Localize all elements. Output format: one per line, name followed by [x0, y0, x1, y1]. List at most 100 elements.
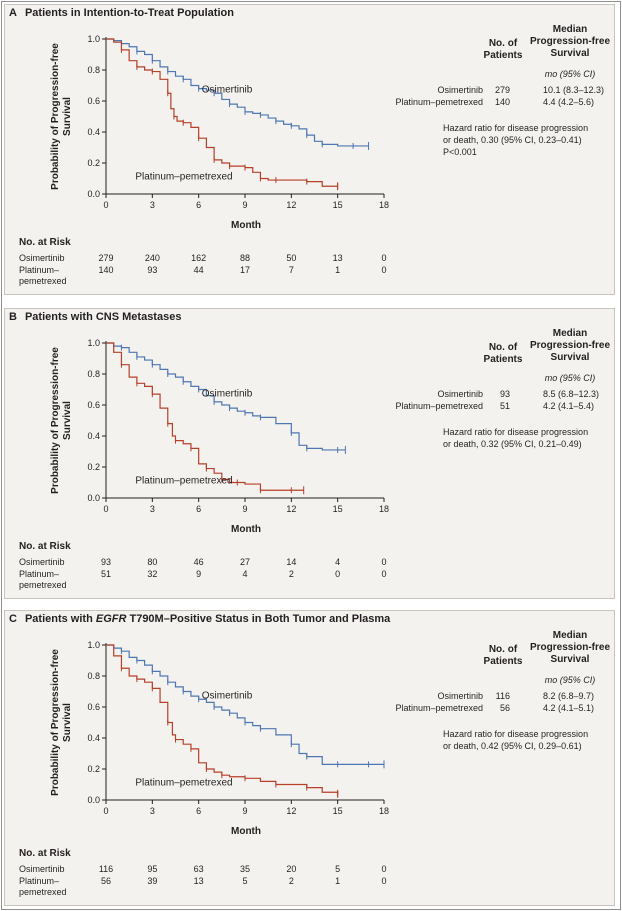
at-risk-value-platinum: 0 — [381, 569, 387, 579]
at-risk-label-platinum: Platinum–pemetrexed — [19, 569, 67, 590]
table-name-osimertinib: Osimertinib — [437, 691, 483, 701]
x-tick-label: 12 — [286, 504, 296, 514]
at-risk-value-osimertinib: 5 — [335, 864, 341, 874]
km-plot: 0.0 0.2 0.4 0.6 0.8 1.0 0 3 6 9 12 15 18 Month Probabi… — [50, 34, 389, 231]
at-risk-value-platinum: 51 — [100, 569, 111, 579]
hazard-ratio-line2: or death, 0.32 (95% CI, 0.21–0.49) — [443, 439, 582, 449]
x-axis-title: Month — [231, 220, 261, 231]
y-tick-label: 0.2 — [87, 158, 100, 168]
y-tick-label: 0.0 — [87, 493, 100, 503]
x-tick-label: 6 — [196, 806, 201, 816]
at-risk-value-osimertinib: 95 — [147, 864, 158, 874]
table-median-platinum: 4.2 (4.1–5.1) — [543, 703, 595, 713]
y-tick-label: 0.2 — [87, 462, 100, 472]
table-n-osimertinib: 279 — [494, 85, 510, 95]
y-tick-label: 0.4 — [87, 733, 100, 743]
panel-title-text: Patients in Intention-to-Treat Populatio… — [24, 7, 234, 19]
y-tick-label: 0.8 — [87, 65, 100, 75]
x-tick-label: 18 — [379, 200, 389, 210]
at-risk-value-platinum: 4 — [242, 569, 248, 579]
header-unit: mo (95% CI) — [544, 675, 596, 685]
table-median-osimertinib: 10.1 (8.3–12.3) — [543, 85, 605, 95]
at-risk-value-osimertinib: 116 — [98, 864, 114, 874]
curve-label-platinum: Platinum–pemetrexed — [135, 171, 232, 182]
x-tick-label: 0 — [103, 806, 108, 816]
x-tick-label: 0 — [103, 200, 108, 210]
km-curve-osimertinib — [106, 38, 369, 147]
at-risk-value-osimertinib: 50 — [286, 253, 297, 263]
at-risk-value-platinum: 9 — [196, 569, 202, 579]
x-tick-label: 0 — [103, 504, 108, 514]
panel-b: B Patients with CNS Metastases 0.0 0.2 0.4 0… — [4, 308, 615, 599]
table-name-platinum: Platinum–pemetrexed — [395, 97, 483, 107]
table-median-osimertinib: 8.5 (6.8–12.3) — [543, 389, 600, 399]
at-risk-value-platinum: 0 — [335, 569, 341, 579]
x-tick-label: 3 — [150, 200, 155, 210]
panel-title-text: Patients with — [24, 613, 96, 625]
header-median-pfs: Median Progression-free Survival — [529, 328, 611, 363]
x-tick-label: 9 — [242, 200, 247, 210]
x-tick-label: 3 — [150, 504, 155, 514]
at-risk-value-osimertinib: 27 — [239, 557, 250, 567]
at-risk-value-osimertinib: 13 — [332, 253, 343, 263]
at-risk-label-platinum: Platinum–pemetrexed — [19, 265, 67, 286]
hazard-ratio-line1: Hazard ratio for disease progression — [443, 729, 589, 739]
at-risk-value-osimertinib: 162 — [191, 253, 207, 263]
at-risk-value-osimertinib: 14 — [286, 557, 297, 567]
y-tick-label: 0.6 — [87, 96, 100, 106]
at-risk-title: No. at Risk — [19, 237, 71, 248]
panel-letter: C — [9, 613, 17, 625]
y-axis-title-line2: Survival — [62, 97, 73, 136]
at-risk-title: No. at Risk — [19, 541, 71, 552]
km-plot: 0.0 0.2 0.4 0.6 0.8 1.0 0 3 6 9 12 15 18 Month Probabi… — [50, 338, 389, 535]
at-risk-label-platinum: Platinum–pemetrexed — [19, 876, 67, 897]
curve-label-platinum: Platinum–pemetrexed — [135, 475, 232, 486]
curve-label-platinum: Platinum–pemetrexed — [135, 777, 232, 788]
at-risk-value-platinum: 1 — [335, 265, 341, 275]
y-tick-label: 0.8 — [87, 369, 100, 379]
at-risk-value-osimertinib: 240 — [144, 253, 160, 263]
at-risk-value-osimertinib: 63 — [193, 864, 204, 874]
at-risk-value-osimertinib: 4 — [335, 557, 341, 567]
y-axis-title-line1: Probability of Progression-free — [50, 649, 61, 796]
at-risk-value-platinum: 5 — [242, 876, 248, 886]
km-curve-platinum-pemetrexed — [106, 342, 304, 491]
at-risk-label-osimertinib: Osimertinib — [19, 864, 65, 874]
at-risk-value-platinum: 13 — [193, 876, 204, 886]
y-axis-title-line1: Probability of Progression-free — [50, 347, 61, 494]
x-tick-label: 15 — [333, 200, 343, 210]
x-tick-label: 12 — [286, 200, 296, 210]
y-tick-label: 0.6 — [87, 400, 100, 410]
at-risk-value-platinum: 1 — [335, 876, 341, 886]
header-no-of-patients: No. of Patients — [483, 644, 523, 667]
table-n-osimertinib: 116 — [495, 691, 510, 701]
at-risk-value-platinum: 56 — [100, 876, 111, 886]
at-risk-label-osimertinib: Osimertinib — [19, 557, 65, 567]
table-n-platinum: 56 — [499, 703, 510, 713]
at-risk-value-osimertinib: 0 — [381, 253, 387, 263]
y-tick-label: 1.0 — [87, 34, 100, 44]
hazard-ratio-line2: or death, 0.30 (95% CI, 0.23–0.41) — [443, 135, 582, 145]
x-tick-label: 9 — [242, 504, 247, 514]
x-tick-label: 3 — [150, 806, 155, 816]
y-axis-title-line1: Probability of Progression-free — [50, 43, 61, 190]
panel-title-rest: T790M–Positive Status in Both Tumor and … — [126, 613, 391, 625]
panel-a: A Patients in Intention-to-Treat Populati… — [4, 4, 615, 295]
header-unit: mo (95% CI) — [544, 69, 596, 79]
panel-title: C Patients with EGFR T790M–Positive Statu… — [9, 613, 390, 625]
panel-letter: B — [9, 311, 17, 323]
at-risk-value-platinum: 7 — [288, 265, 294, 275]
at-risk-value-platinum: 93 — [147, 265, 158, 275]
at-risk-value-platinum: 140 — [98, 265, 114, 275]
x-tick-label: 6 — [196, 200, 201, 210]
header-no-of-patients: No. of Patients — [483, 38, 523, 61]
x-tick-label: 15 — [333, 806, 343, 816]
at-risk-value-osimertinib: 0 — [381, 557, 387, 567]
y-tick-label: 0.0 — [87, 795, 100, 805]
at-risk-value-osimertinib: 93 — [100, 557, 111, 567]
at-risk-value-osimertinib: 46 — [193, 557, 204, 567]
x-axis-title: Month — [231, 524, 261, 535]
y-axis-title-line2: Survival — [62, 401, 73, 440]
table-name-platinum: Platinum–pemetrexed — [395, 401, 483, 411]
